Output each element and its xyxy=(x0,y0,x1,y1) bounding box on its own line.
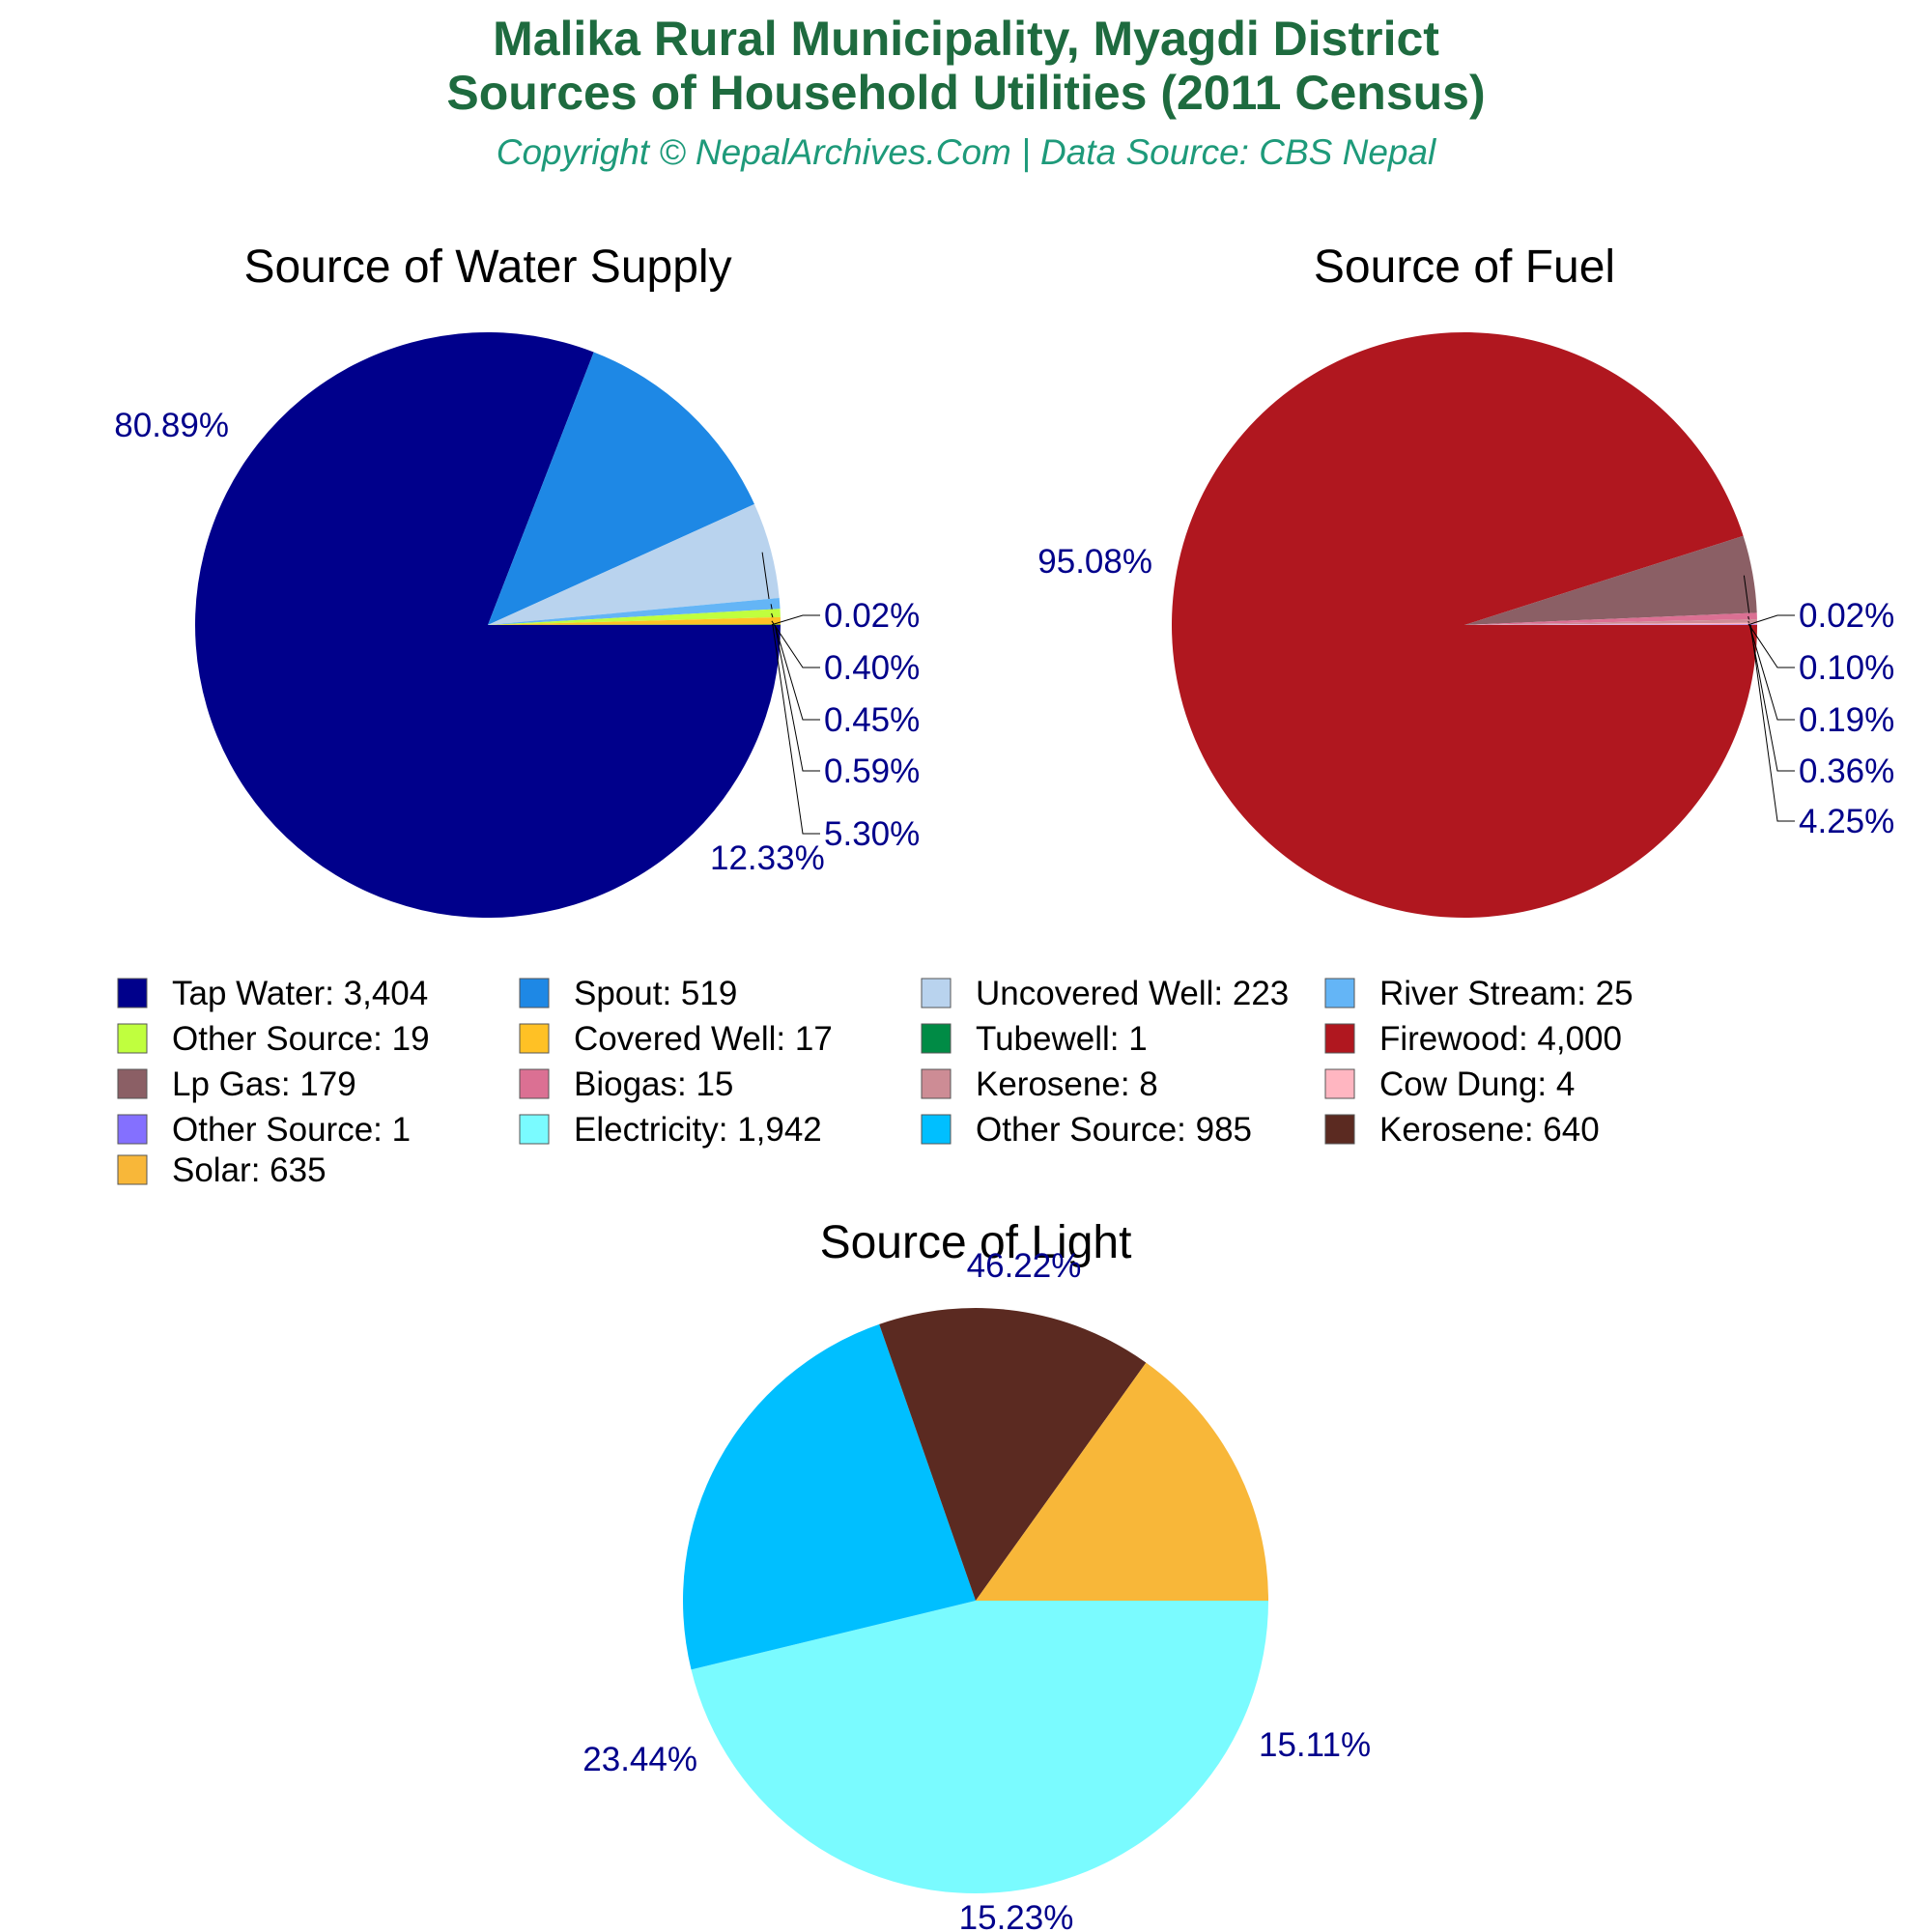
percent-label-biogas: 0.36% xyxy=(1799,753,1894,790)
leader-line-cow-dung xyxy=(1747,623,1795,668)
legend-swatch xyxy=(117,978,148,1009)
leader-line-kerosene xyxy=(1747,620,1795,721)
copyright-subtitle: Copyright © NepalArchives.Com | Data Sou… xyxy=(496,132,1436,172)
legend-label: Cow Dung: 4 xyxy=(1379,1065,1575,1103)
legend-swatch xyxy=(1324,1114,1355,1145)
slice-kerosene xyxy=(1464,619,1757,625)
legend-label: Kerosene: 8 xyxy=(976,1065,1158,1103)
percent-label-cow-dung: 0.10% xyxy=(1799,649,1894,687)
legend-swatch xyxy=(117,1114,148,1145)
legend-label: Lp Gas: 179 xyxy=(172,1065,356,1103)
source-of-water-supply-chart: Source of Water Supply 80.89% 12.33%5.30% 0… xyxy=(114,242,920,918)
percent-label-spout: 12.33% xyxy=(710,839,825,877)
slice-solar xyxy=(976,1362,1268,1601)
percent-label-uncovered-well: 5.30% xyxy=(824,815,920,853)
leader-line-tubewell xyxy=(771,614,820,626)
legend-swatch xyxy=(921,1023,952,1054)
slice-spout xyxy=(488,352,754,625)
slice-firewood xyxy=(1172,332,1758,919)
source-of-fuel-title: Source of Fuel xyxy=(1314,242,1615,293)
legend-swatch xyxy=(519,1068,550,1099)
slice-river-stream xyxy=(488,597,781,625)
legend-swatch xyxy=(117,1068,148,1099)
percent-label-firewood: 95.08% xyxy=(1037,543,1152,581)
legend-label: Other Source: 985 xyxy=(976,1111,1252,1149)
legend-swatch xyxy=(117,1154,148,1185)
legend: Tap Water: 3,404 Spout: 519 Uncovered Well… xyxy=(117,975,1634,1189)
legend-label: Biogas: 15 xyxy=(574,1065,733,1103)
legend-swatch xyxy=(117,1023,148,1054)
percent-label-covered-well: 0.40% xyxy=(824,649,920,687)
legend-label: River Stream: 25 xyxy=(1379,975,1634,1012)
legend-swatch xyxy=(1324,1023,1355,1054)
percent-label-kerosene: 0.19% xyxy=(1799,701,1894,739)
percent-label-tubewell: 0.02% xyxy=(824,597,920,635)
title-line-1: Malika Rural Municipality, Myagdi Distri… xyxy=(493,12,1439,66)
percent-label-solar: 15.11% xyxy=(1259,1726,1371,1764)
legend-label: Tap Water: 3,404 xyxy=(172,975,428,1012)
slice-electricity xyxy=(691,1601,1268,1894)
percent-label-other-source: 23.44% xyxy=(582,1741,697,1778)
leader-line-uncovered-well xyxy=(761,552,820,835)
percent-label-electricity: 46.22% xyxy=(967,1247,1082,1285)
title-line-2: Sources of Household Utilities (2011 Cen… xyxy=(446,66,1486,120)
slice-other-source xyxy=(683,1323,976,1670)
legend-label: Other Source: 1 xyxy=(172,1111,411,1149)
source-of-light-title: Source of Light xyxy=(820,1217,1132,1268)
slice-cow-dung xyxy=(1464,622,1757,625)
legend-label: Uncovered Well: 223 xyxy=(976,975,1289,1012)
percent-label-other-source: 0.02% xyxy=(1799,597,1894,635)
legend-label: Tubewell: 1 xyxy=(976,1020,1148,1058)
legend-swatch xyxy=(1324,1068,1355,1099)
leader-line-lp-gas xyxy=(1743,575,1795,822)
legend-label: Solar: 635 xyxy=(172,1151,327,1189)
legend-label: Kerosene: 640 xyxy=(1379,1111,1600,1149)
legend-label: Electricity: 1,942 xyxy=(574,1111,822,1149)
slice-kerosene xyxy=(879,1308,1147,1601)
legend-swatch xyxy=(921,1114,952,1145)
legend-label: Other Source: 19 xyxy=(172,1020,430,1058)
legend-swatch xyxy=(519,978,550,1009)
legend-swatch xyxy=(921,978,952,1009)
percent-label-other-source: 0.45% xyxy=(824,701,920,739)
source-of-water-supply-title: Source of Water Supply xyxy=(243,242,731,293)
percent-label-river-stream: 0.59% xyxy=(824,753,920,790)
leader-line-other-source xyxy=(1747,614,1795,626)
slice-uncovered-well xyxy=(488,503,780,625)
leader-line-biogas xyxy=(1747,615,1795,772)
slice-covered-well xyxy=(488,616,781,625)
legend-swatch xyxy=(921,1068,952,1099)
legend-swatch xyxy=(1324,978,1355,1009)
legend-label: Spout: 519 xyxy=(574,975,737,1012)
legend-swatch xyxy=(519,1023,550,1054)
page-title: Malika Rural Municipality, Myagdi Distri… xyxy=(0,12,1932,120)
source-of-fuel-chart: Source of Fuel 95.08% 4.25% 0.36% 0.19% 0.10%… xyxy=(1037,242,1894,919)
slice-other-source xyxy=(488,609,781,625)
leader-line-other-source xyxy=(771,612,820,721)
legend-label: Firewood: 4,000 xyxy=(1379,1020,1622,1058)
leader-line-river-stream xyxy=(770,604,820,772)
slice-lp-gas xyxy=(1464,535,1757,625)
percent-label-lp-gas: 4.25% xyxy=(1799,803,1894,840)
percent-label-tap-water: 80.89% xyxy=(114,407,229,444)
legend-label: Covered Well: 17 xyxy=(574,1020,833,1058)
slice-biogas xyxy=(1464,612,1757,625)
leader-line-covered-well xyxy=(771,620,820,668)
legend-swatch xyxy=(519,1114,550,1145)
percent-label-kerosene: 15.23% xyxy=(959,1899,1074,1932)
